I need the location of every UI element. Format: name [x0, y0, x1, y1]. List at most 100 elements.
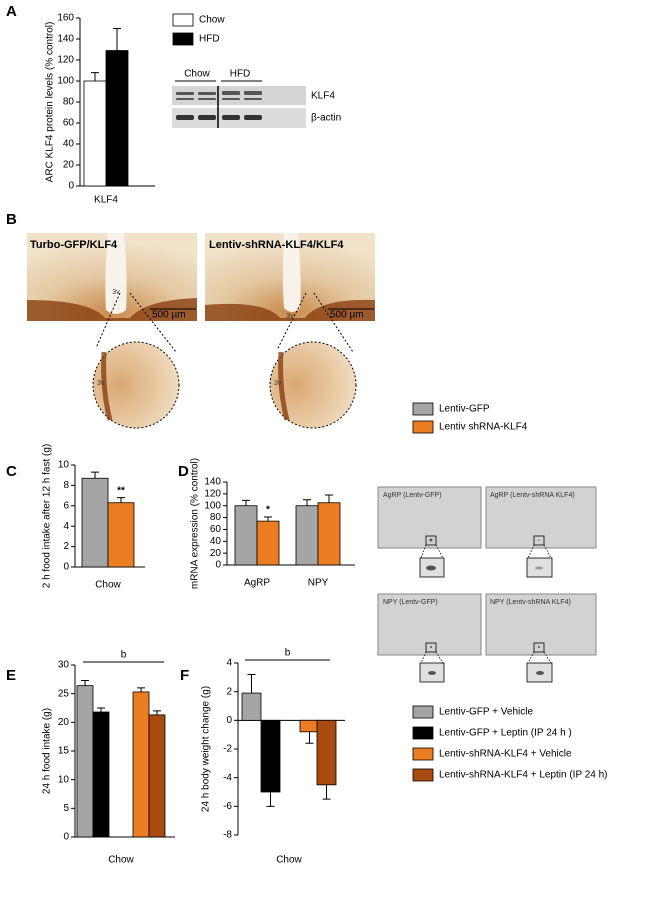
- x-tick-label: Chow: [276, 855, 302, 866]
- y-tick-label: 60: [210, 524, 222, 535]
- panel-letter: E: [6, 667, 16, 684]
- bar: [148, 714, 166, 838]
- x-tick-label: AgRP: [244, 578, 270, 589]
- legend-label: Lentiv-shRNA-KLF4 + Vehicle: [439, 749, 572, 760]
- in-situ-label: AgRP (Lentv-shRNA KLF4): [490, 492, 575, 499]
- y-tick-label: 100: [57, 76, 74, 87]
- legend-label: Chow: [199, 15, 225, 26]
- error-bar: [242, 499, 250, 506]
- micrograph: Turbo-GFP/KLF4 3v 500 µm 3v: [27, 233, 197, 429]
- bar: [81, 477, 109, 568]
- bar: [92, 711, 110, 838]
- panel-letter: B: [6, 211, 17, 228]
- y-tick-label: 4: [226, 658, 232, 669]
- y-tick-label: 0: [63, 832, 69, 843]
- in-situ-image: [377, 593, 482, 656]
- inset-ventricle-label: 3v: [274, 380, 282, 387]
- error-bar: [266, 792, 275, 807]
- panel-letter: A: [6, 3, 17, 20]
- panel-letter: D: [178, 463, 189, 480]
- bar: [316, 719, 337, 786]
- y-tick-label: 0: [226, 715, 232, 726]
- y-tick-label: 8: [63, 480, 69, 491]
- panel-letter: F: [180, 667, 189, 684]
- blot-band-label: KLF4: [311, 91, 335, 102]
- error-bar: [91, 72, 99, 81]
- in-situ-label: NPY (Lentv-shRNA KLF4): [490, 599, 571, 606]
- y-tick-label: -4: [223, 772, 232, 783]
- y-tick-label: 5: [63, 803, 69, 814]
- blot-group: HFD: [230, 69, 251, 80]
- legend-label: Lentiv-GFP + Vehicle: [439, 707, 533, 718]
- bar: [299, 719, 320, 733]
- y-tick-label: 30: [58, 660, 70, 671]
- in-situ-image: [485, 486, 597, 549]
- error-bar: [322, 784, 331, 800]
- significance: *: [266, 505, 270, 516]
- y-tick-label: 80: [63, 97, 75, 108]
- legend-swatch: [412, 726, 434, 740]
- error-bar: [305, 731, 314, 744]
- y-tick-label: 140: [204, 477, 221, 488]
- inset: [92, 341, 180, 429]
- legend-swatch: [412, 402, 434, 416]
- y-axis-label: mRNA expression (% control): [190, 458, 201, 589]
- scale-label: 500 µm: [152, 310, 186, 321]
- legend-label: Lentiv-GFP + Leptin (IP 24 h ): [439, 728, 572, 739]
- legend-label: HFD: [199, 34, 220, 45]
- bands: [176, 91, 262, 120]
- in-situ-label: AgRP (Lentv-GFP): [383, 492, 442, 499]
- bar: [76, 685, 94, 838]
- bar: [132, 691, 150, 838]
- y-tick-label: 2: [226, 686, 232, 697]
- y-tick-label: 100: [204, 500, 221, 511]
- error-bar: [81, 679, 89, 686]
- micrograph-label: Lentiv-shRNA-KLF4/KLF4: [209, 239, 344, 251]
- y-axis-label: 24 h body weight change (g): [201, 686, 212, 812]
- in-situ-label: NPY (Lentv-GFP): [383, 599, 438, 606]
- error-bar: [137, 687, 145, 692]
- inset: [269, 341, 357, 429]
- error-bar: [325, 494, 333, 503]
- error-bar: [91, 471, 99, 479]
- legend-label: Lentiv-GFP: [439, 404, 490, 415]
- y-tick-label: 120: [57, 55, 74, 66]
- bracket-label: b: [121, 650, 127, 661]
- bar: [105, 50, 129, 187]
- y-tick-label: 15: [58, 746, 70, 757]
- y-axis-label: ARC KLF4 protein levels (% control): [45, 22, 56, 183]
- bar: [256, 520, 280, 566]
- micrograph: Lentiv-shRNA-KLF4/KLF4 3v 500 µm 3v: [205, 233, 375, 429]
- blot-group: Chow: [184, 69, 210, 80]
- legend-swatch: [172, 13, 194, 27]
- bar: [260, 719, 281, 793]
- y-tick-label: 20: [210, 548, 222, 559]
- bar: [317, 502, 341, 566]
- y-tick-label: 0: [63, 562, 69, 573]
- legend-swatch: [412, 768, 434, 782]
- bar: [234, 505, 258, 566]
- scale-label: 500 µm: [330, 310, 364, 321]
- error-bar: [117, 497, 125, 503]
- micrograph-label: Turbo-GFP/KLF4: [30, 239, 118, 251]
- y-tick-label: 25: [58, 688, 70, 699]
- bar: [295, 505, 319, 566]
- in-situ-image: [485, 593, 597, 656]
- error-bar: [247, 673, 256, 694]
- y-tick-label: 20: [63, 160, 75, 171]
- panel-letter: C: [6, 463, 17, 480]
- legend-swatch: [412, 705, 434, 719]
- y-tick-label: 20: [58, 717, 70, 728]
- error-bar: [113, 28, 121, 51]
- in-situ-grid: AgRP (Lentv-GFP) AgRP (Lentv-shRNA KLF4)…: [377, 486, 597, 683]
- y-tick-label: 40: [63, 139, 75, 150]
- y-tick-label: 4: [63, 521, 69, 532]
- y-tick-label: 140: [57, 34, 74, 45]
- y-tick-label: 10: [58, 460, 70, 471]
- x-tick-label: Chow: [108, 855, 134, 866]
- y-axis-label: 24 h food intake (g): [42, 708, 53, 794]
- western-blot: Chow HFD KLF4 β-actin: [172, 69, 341, 128]
- x-tick-label: Chow: [95, 580, 121, 591]
- y-tick-label: 2: [63, 541, 69, 552]
